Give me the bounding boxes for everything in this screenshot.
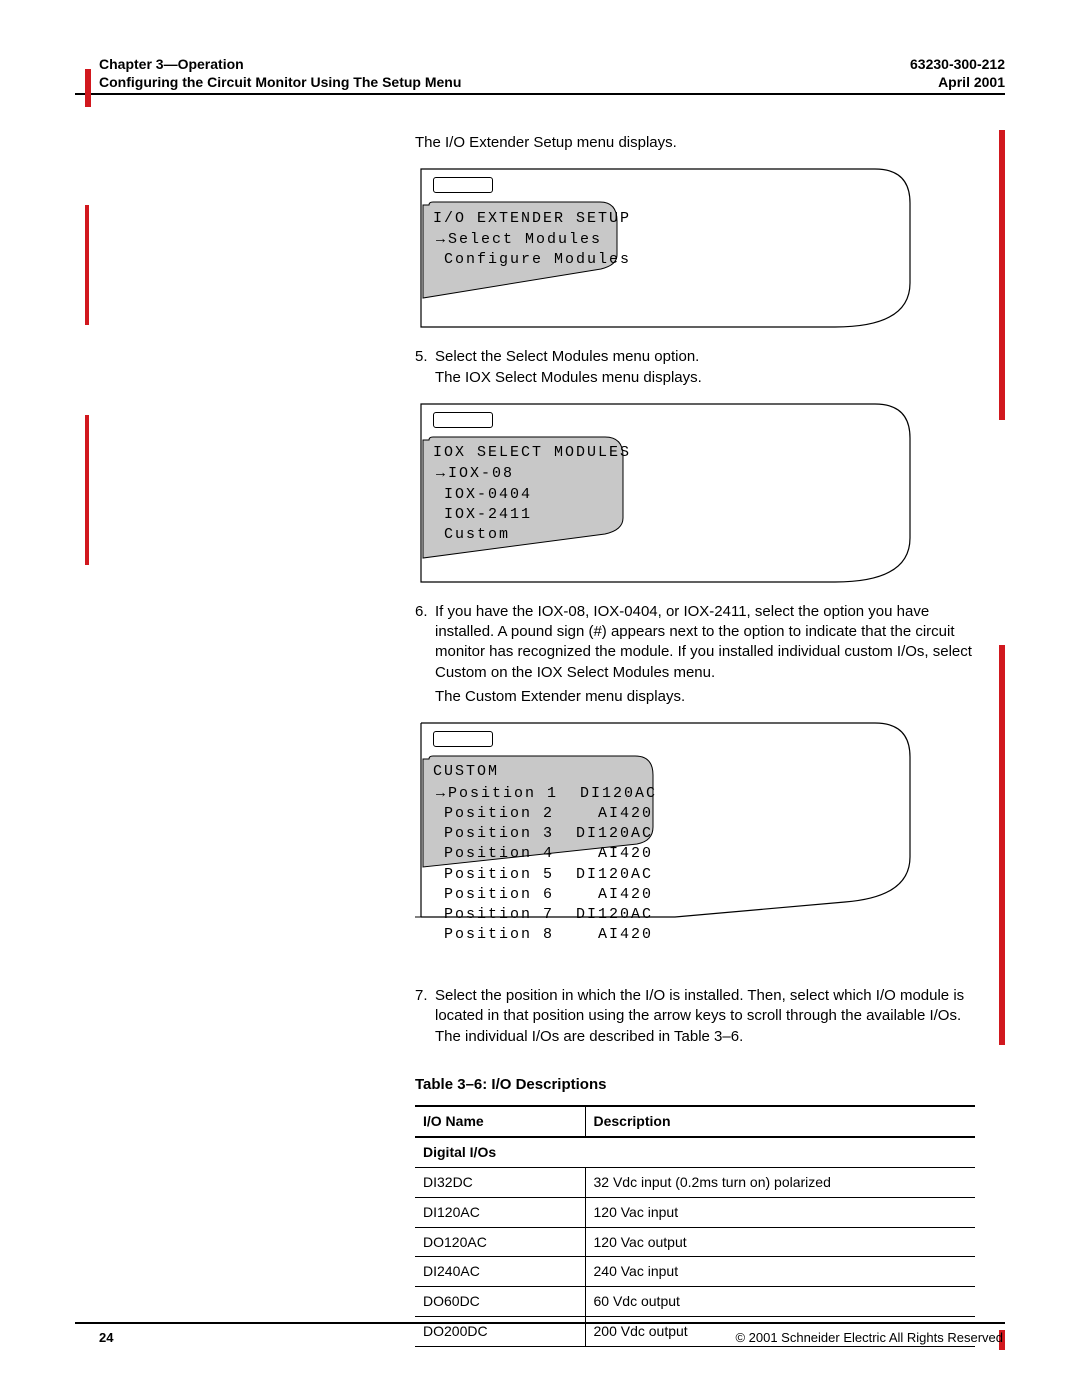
- change-bar-right-2: [999, 645, 1005, 1045]
- lcd2-line1: IOX-08: [448, 465, 514, 482]
- io-name: DI32DC: [415, 1167, 585, 1197]
- lcd3-row: Position 8 AI420: [433, 926, 653, 943]
- lcd2-line3: IOX-2411: [444, 506, 532, 523]
- intro-text: The I/O Extender Setup menu displays.: [415, 133, 975, 153]
- main-content: The I/O Extender Setup menu displays. I/…: [415, 133, 975, 1347]
- lcd-badge: [433, 412, 493, 428]
- change-bar-lcd1: [85, 205, 89, 325]
- lcd2-line4: Custom: [444, 526, 510, 543]
- table-caption: Table 3–6: I/O Descriptions: [415, 1075, 975, 1095]
- lcd3-row: Position 5 DI120AC: [433, 866, 653, 883]
- io-desc: 240 Vac input: [585, 1257, 975, 1287]
- lcd-screen-custom: CUSTOM →Position 1 DI120AC Position 2 AI…: [415, 717, 915, 972]
- lcd3-title: CUSTOM: [433, 763, 499, 780]
- table-row: DI120AC120 Vac input: [415, 1197, 975, 1227]
- page-footer: 24 © 2001 Schneider Electric All Rights …: [75, 1322, 1005, 1345]
- lcd3-row: Position 4 AI420: [433, 845, 653, 862]
- lcd-badge: [433, 177, 493, 193]
- change-bar-right-1: [999, 130, 1005, 420]
- io-desc: 120 Vac input: [585, 1197, 975, 1227]
- io-desc: 120 Vac output: [585, 1227, 975, 1257]
- table-row: DI240AC240 Vac input: [415, 1257, 975, 1287]
- step5-line1: Select the Select Modules menu option.: [435, 347, 975, 367]
- step7-body: Select the position in which the I/O is …: [435, 986, 975, 1047]
- io-name: DI240AC: [415, 1257, 585, 1287]
- section-title: Configuring the Circuit Monitor Using Th…: [99, 73, 461, 91]
- lcd2-title: IOX SELECT MODULES: [433, 444, 631, 461]
- lcd-screen-iox-select: IOX SELECT MODULES →IOX-08 IOX-0404 IOX-…: [415, 398, 915, 588]
- table-row: DO120AC120 Vac output: [415, 1227, 975, 1257]
- arrow-icon: →: [433, 464, 448, 481]
- arrow-icon: →: [433, 230, 448, 247]
- section-digital-ios: Digital I/Os: [415, 1137, 975, 1167]
- step5-line2: The IOX Select Modules menu displays.: [435, 368, 975, 388]
- io-name: DI120AC: [415, 1197, 585, 1227]
- document-number: 63230-300-212: [910, 55, 1005, 73]
- lcd3-row: →Position 1 DI120AC: [433, 785, 657, 802]
- step-number: 7.: [415, 986, 435, 1047]
- io-name: DO60DC: [415, 1287, 585, 1317]
- step-7: 7. Select the position in which the I/O …: [415, 986, 975, 1047]
- lcd-badge: [433, 731, 493, 747]
- io-desc: 32 Vdc input (0.2ms turn on) polarized: [585, 1167, 975, 1197]
- col-description: Description: [585, 1106, 975, 1137]
- copyright: © 2001 Schneider Electric All Rights Res…: [735, 1330, 1003, 1345]
- lcd3-row: Position 3 DI120AC: [433, 825, 653, 842]
- io-name: DO120AC: [415, 1227, 585, 1257]
- page-header: Chapter 3—Operation Configuring the Circ…: [75, 55, 1005, 91]
- step6-body: If you have the IOX-08, IOX-0404, or IOX…: [435, 602, 975, 683]
- lcd1-title: I/O EXTENDER SETUP: [433, 210, 631, 227]
- lcd3-row: Position 7 DI120AC: [433, 906, 653, 923]
- step-5: 5. Select the Select Modules menu option…: [415, 347, 975, 388]
- table-row: DI32DC32 Vdc input (0.2ms turn on) polar…: [415, 1167, 975, 1197]
- lcd2-line2: IOX-0404: [444, 486, 532, 503]
- header-rule: [75, 93, 1005, 95]
- document-date: April 2001: [910, 73, 1005, 91]
- step-6: 6. If you have the IOX-08, IOX-0404, or …: [415, 602, 975, 707]
- change-bar-header: [85, 69, 91, 107]
- step6-line2: The Custom Extender menu displays.: [435, 687, 975, 707]
- page-number: 24: [99, 1330, 113, 1345]
- table-row: DO60DC60 Vdc output: [415, 1287, 975, 1317]
- lcd3-row: Position 6 AI420: [433, 886, 653, 903]
- lcd3-row: Position 2 AI420: [433, 805, 653, 822]
- step-number: 6.: [415, 602, 435, 707]
- col-io-name: I/O Name: [415, 1106, 585, 1137]
- chapter-title: Chapter 3—Operation: [99, 55, 461, 73]
- io-descriptions-table: I/O Name Description Digital I/Os DI32DC…: [415, 1105, 975, 1347]
- lcd-screen-io-extender: I/O EXTENDER SETUP →Select Modules Confi…: [415, 163, 915, 333]
- lcd1-line2: Configure Modules: [444, 251, 631, 268]
- lcd1-line1: Select Modules: [448, 231, 602, 248]
- io-desc: 60 Vdc output: [585, 1287, 975, 1317]
- step-number: 5.: [415, 347, 435, 388]
- change-bar-lcd2: [85, 415, 89, 565]
